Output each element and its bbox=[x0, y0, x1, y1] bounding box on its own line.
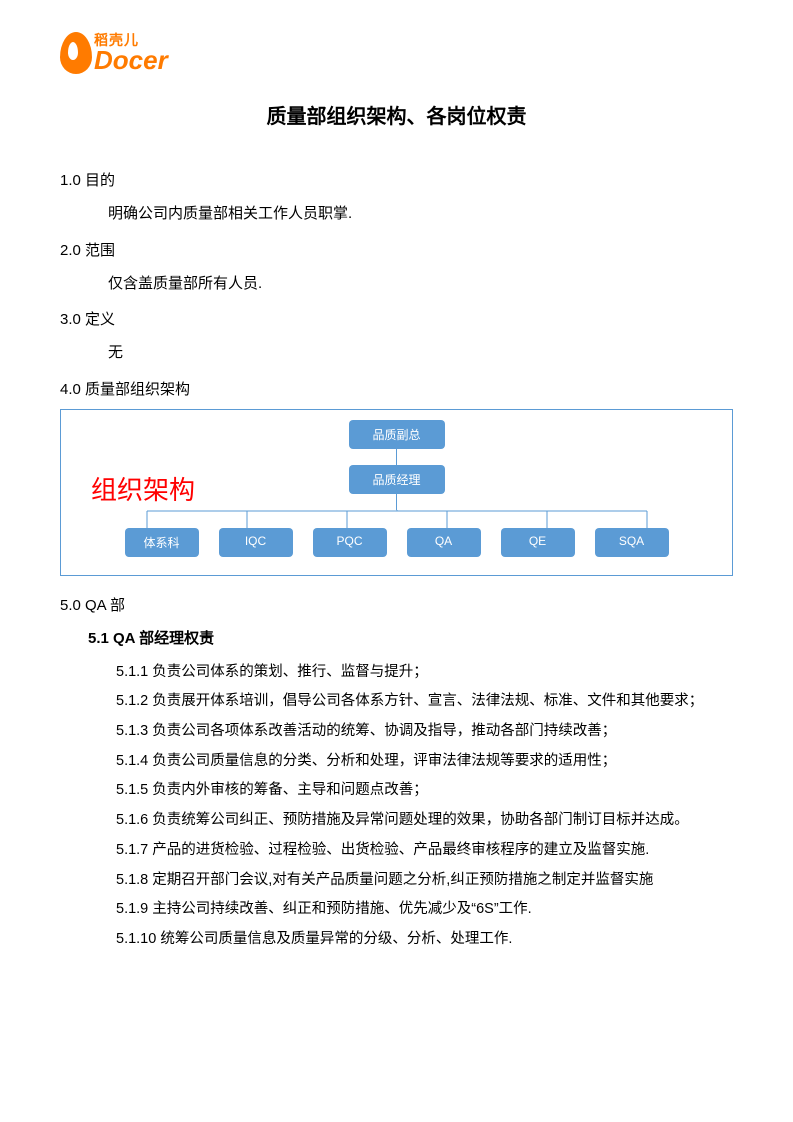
list-item: 5.1.5 负责内外审核的筹备、主导和问题点改善； bbox=[116, 776, 723, 806]
section-1-body: 明确公司内质量部相关工作人员职掌. bbox=[108, 200, 733, 229]
org-node-child: QE bbox=[501, 528, 575, 557]
section-4-head: 4.0 质量部组织架构 bbox=[60, 378, 733, 399]
list-item: 5.1.7 产品的进货检验、过程检验、出货检验、产品最终审核程序的建立及监督实施… bbox=[116, 836, 723, 866]
page-title: 质量部组织架构、各岗位权责 bbox=[60, 100, 733, 129]
list-item: 5.1.9 主持公司持续改善、纠正和预防措施、优先减少及“6S”工作. bbox=[116, 895, 723, 925]
section-3-head: 3.0 定义 bbox=[60, 308, 733, 329]
logo: 稻壳儿 Docer bbox=[60, 32, 168, 74]
list-item: 5.1.2 负责展开体系培训，倡导公司各体系方针、宣言、法律法规、标准、文件和其… bbox=[116, 687, 723, 717]
list-item: 5.1.1 负责公司体系的策划、推行、监督与提升； bbox=[116, 658, 723, 688]
section-2-body: 仅含盖质量部所有人员. bbox=[108, 270, 733, 299]
org-node-child: PQC bbox=[313, 528, 387, 557]
org-connector bbox=[396, 494, 397, 510]
org-children: 体系科 IQC PQC QA QE SQA bbox=[125, 528, 669, 557]
logo-en: Docer bbox=[94, 47, 168, 73]
org-node-child: IQC bbox=[219, 528, 293, 557]
org-node-child: QA bbox=[407, 528, 481, 557]
list-item: 5.1.6 负责统筹公司纠正、预防措施及异常问题处理的效果，协助各部门制订目标并… bbox=[116, 806, 723, 836]
list-item: 5.1.3 负责公司各项体系改善活动的统筹、协调及指导，推动各部门持续改善； bbox=[116, 717, 723, 747]
list-item: 5.1.10 统筹公司质量信息及质量异常的分级、分析、处理工作. bbox=[116, 925, 723, 955]
list-item: 5.1.8 定期召开部门会议,对有关产品质量问题之分析,纠正预防措施之制定并监督… bbox=[116, 866, 723, 896]
section-2-head: 2.0 范围 bbox=[60, 239, 733, 260]
org-chart-box: 组织架构 品质副总 品质经理 体系科 IQC PQC QA QE SQA bbox=[60, 409, 733, 576]
section-1-head: 1.0 目的 bbox=[60, 169, 733, 190]
list-item: 5.1.4 负责公司质量信息的分类、分析和处理，评审法律法规等要求的适用性； bbox=[116, 747, 723, 777]
org-connector bbox=[396, 449, 397, 465]
subsection-head: 5.1 QA 部经理权责 bbox=[88, 627, 733, 648]
org-node-child: 体系科 bbox=[125, 528, 199, 557]
logo-text: 稻壳儿 Docer bbox=[94, 33, 168, 73]
org-branch-lines bbox=[105, 510, 689, 528]
section-5-head: 5.0 QA 部 bbox=[60, 594, 733, 615]
org-node-top: 品质副总 bbox=[349, 420, 445, 449]
logo-leaf-icon bbox=[60, 32, 92, 74]
org-node-child: SQA bbox=[595, 528, 669, 557]
section-3-body: 无 bbox=[108, 339, 733, 368]
org-node-mid: 品质经理 bbox=[349, 465, 445, 494]
org-chart-label: 组织架构 bbox=[91, 470, 195, 507]
